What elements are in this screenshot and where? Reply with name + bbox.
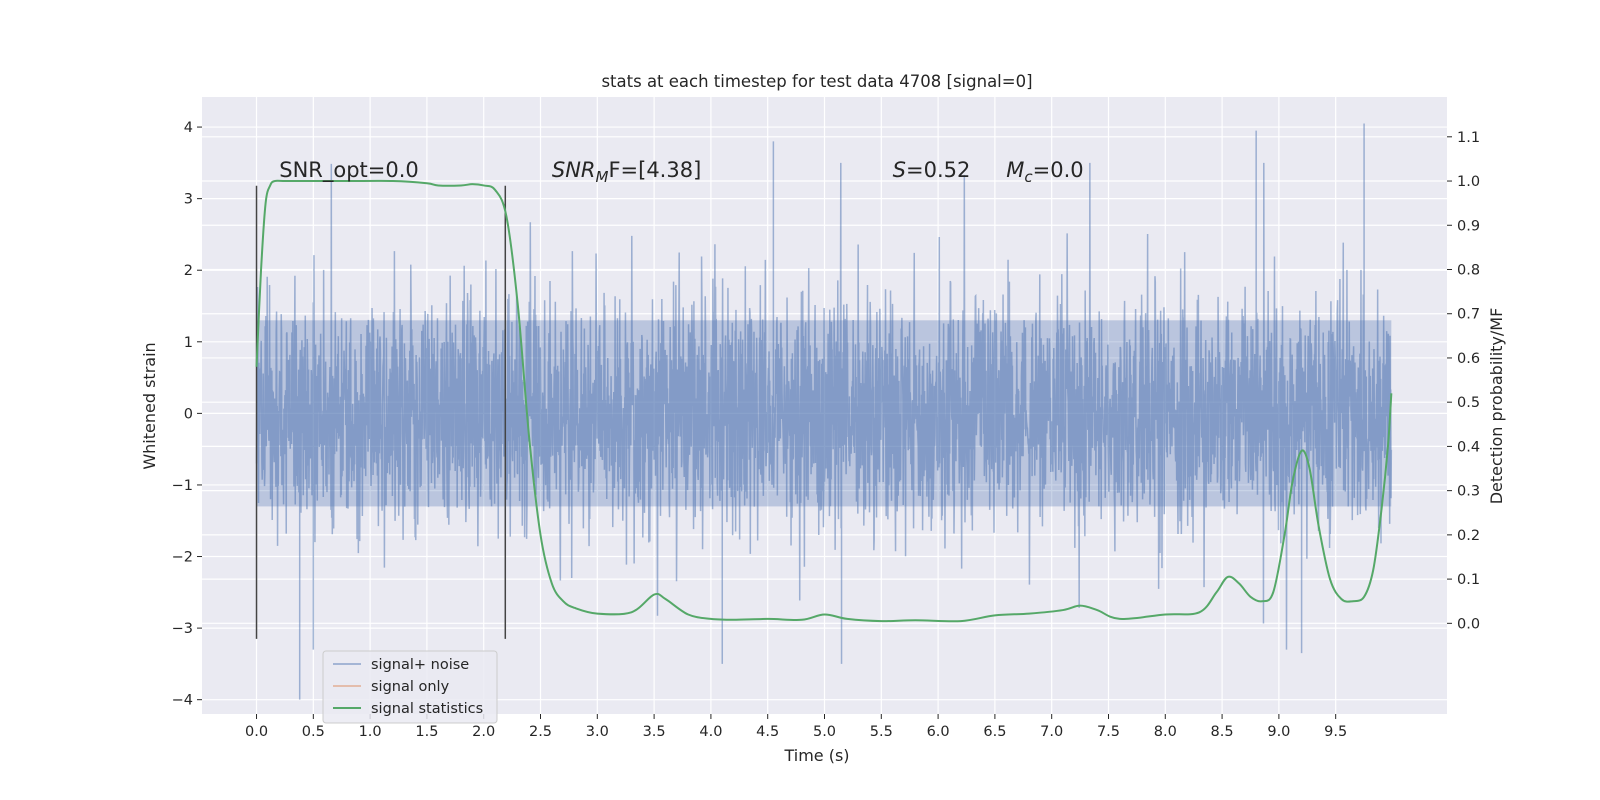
y-right-tick-label: 1.1	[1457, 130, 1480, 146]
chart-title: stats at each timestep for test data 470…	[601, 72, 1032, 91]
y-right-tick-label: 0.6	[1457, 351, 1480, 367]
y-left-tick-label: 4	[184, 120, 193, 136]
x-tick-label: 1.5	[415, 724, 438, 740]
x-tick-label: 2.0	[472, 724, 495, 740]
annotation-snr-mf-prefix: SNR	[552, 158, 596, 182]
x-tick-label: 9.0	[1267, 724, 1290, 740]
x-tick-label: 0.0	[245, 724, 268, 740]
legend-label-signal-noise: signal+ noise	[371, 657, 469, 673]
x-axis-label: Time (s)	[783, 746, 849, 765]
annotation-s-suffix: =0.52	[906, 158, 970, 182]
y-right-tick-label: 0.9	[1457, 218, 1480, 234]
annotations: SNR_opt=0.0 SNRMF=[4.38] S=0.52 Mc=0.0	[279, 158, 1083, 186]
x-tick-label: 2.5	[529, 724, 552, 740]
series-signal-statistics	[255, 179, 1393, 623]
signal-noise-core	[256, 320, 1392, 507]
y-right-tick-label: 0.2	[1457, 528, 1480, 544]
annotation-mc-sub: c	[1024, 168, 1033, 186]
series-signal-noise	[255, 123, 1393, 700]
x-tick-label: 8.0	[1154, 724, 1177, 740]
legend: signal+ noise signal only signal statist…	[322, 650, 498, 724]
annotation-mc-prefix: M	[1006, 158, 1024, 182]
signal-statistics-line	[255, 179, 1393, 623]
annotation-snr-opt: SNR_opt=0.0	[279, 158, 419, 183]
y-right-tick-label: 0.4	[1457, 439, 1480, 455]
y-left-tick-label: 0	[184, 406, 193, 422]
x-tick-label: 4.0	[699, 724, 722, 740]
legend-label-signal-statistics: signal statistics	[371, 701, 483, 717]
x-axis-ticks: 0.0 0.5 1.0 1.5 2.0 2.5 3.0 3.5 4.0 4.5 5.0 5.5 6.0 6…	[245, 714, 1347, 740]
x-tick-label: 0.5	[302, 724, 325, 740]
y-left-tick-label: 1	[184, 335, 193, 351]
y-left-tick-label: −3	[172, 621, 193, 637]
y-left-tick-label: 2	[184, 263, 193, 279]
annotation-s-stat: S=0.52	[893, 158, 971, 182]
y-right-tick-label: 0.8	[1457, 262, 1480, 278]
y-right-tick-label: 1.0	[1457, 174, 1480, 190]
vertical-markers	[255, 185, 507, 639]
y-right-axis-label: Detection probability/MF	[1487, 308, 1506, 505]
legend-frame	[322, 650, 498, 724]
y-right-tick-label: 0.0	[1457, 616, 1480, 632]
y-right-tick-label: 0.1	[1457, 572, 1480, 588]
x-tick-label: 8.5	[1211, 724, 1234, 740]
x-tick-label: 4.5	[756, 724, 779, 740]
x-tick-label: 3.5	[643, 724, 666, 740]
annotation-snr-mf: SNRMF=[4.38]	[552, 158, 701, 186]
x-tick-label: 7.0	[1040, 724, 1063, 740]
x-tick-label: 3.0	[586, 724, 609, 740]
annotation-mc-suffix: =0.0	[1033, 158, 1084, 182]
y-left-axis-label: Whitened strain	[140, 342, 159, 469]
y-right-tick-label: 0.5	[1457, 395, 1480, 411]
y-left-axis-ticks: 4 3 2 1 0 −1 −2 −3 −4	[172, 120, 202, 709]
annotation-s-prefix: S	[893, 158, 906, 182]
x-tick-label: 5.5	[870, 724, 893, 740]
annotation-mc: Mc=0.0	[1006, 158, 1083, 186]
y-left-tick-label: −2	[172, 550, 193, 566]
x-tick-label: 1.0	[359, 724, 382, 740]
y-left-tick-label: −4	[172, 693, 193, 709]
y-left-tick-label: 3	[184, 192, 193, 208]
annotation-snr-mf-suffix: F=[4.38]	[608, 158, 701, 182]
x-tick-label: 7.5	[1097, 724, 1120, 740]
signal-noise-line	[255, 123, 1393, 700]
y-right-tick-label: 0.3	[1457, 484, 1480, 500]
y-right-tick-label: 0.7	[1457, 307, 1480, 323]
y-right-axis-ticks: 1.1 1.0 0.9 0.8 0.7 0.6 0.5 0.4 0.3 0.2 0.1 0.0	[1447, 130, 1480, 632]
x-tick-label: 5.0	[813, 724, 836, 740]
annotation-snr-mf-sub: M	[596, 168, 609, 186]
x-tick-label: 6.0	[927, 724, 950, 740]
legend-label-signal-only: signal only	[371, 679, 450, 695]
x-tick-label: 6.5	[983, 724, 1006, 740]
x-tick-label: 9.5	[1324, 724, 1347, 740]
y-left-tick-label: −1	[172, 478, 193, 494]
